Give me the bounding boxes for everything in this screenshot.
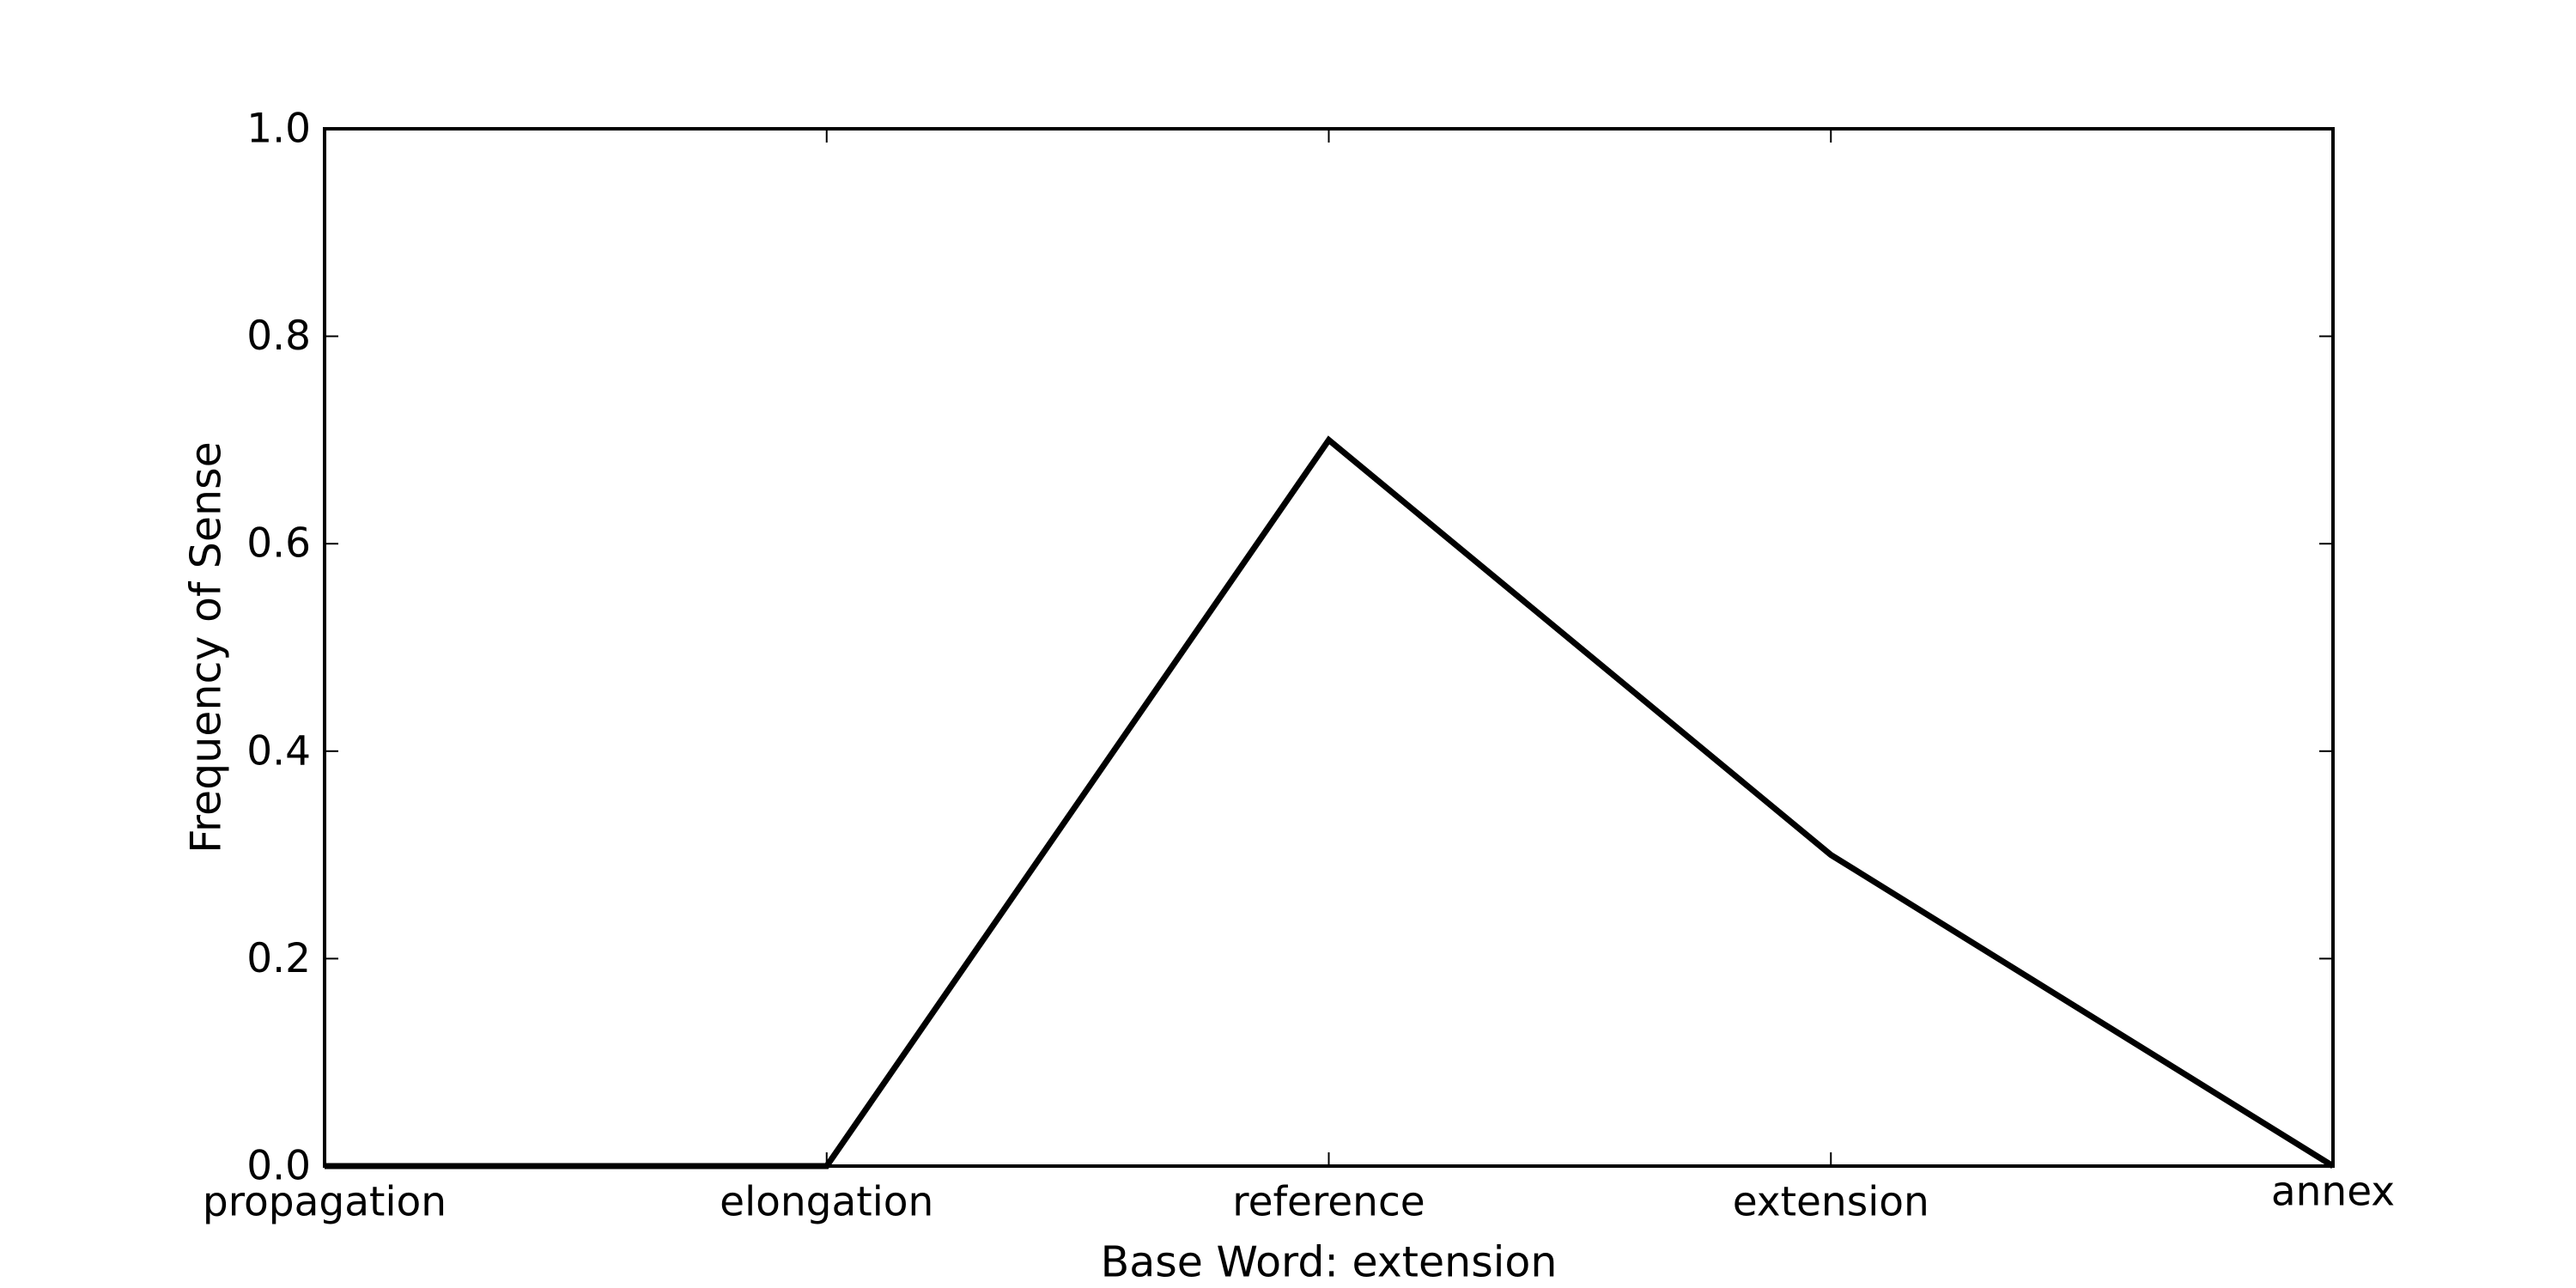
x-tick-label: extension [1733,1179,1929,1226]
x-axis-label: Base Word: extension [1101,1238,1558,1287]
x-tick-label: propagation [203,1179,447,1226]
x-axis-ticks [324,129,2334,1166]
y-tick-label: 0.2 [246,935,311,982]
x-axis-tick-labels: propagation elongation reference extension a… [203,1169,2395,1226]
x-tick-label: elongation [720,1179,933,1226]
y-axis-ticks [325,128,2333,1167]
y-tick-label: 0.8 [246,313,311,360]
plot-frame [323,127,2335,1168]
y-tick-label: 0.0 [246,1143,311,1190]
y-tick-label: 1.0 [246,106,311,153]
y-tick-label: 0.4 [246,727,311,775]
y-axis-tick-labels: 0.0 0.2 0.4 0.6 0.8 1.0 [246,106,311,1190]
y-axis-label: Frequency of Sense [182,441,231,854]
y-tick-label: 0.6 [246,520,311,568]
series-lines [325,435,2335,1170]
series-line [325,435,2335,1170]
x-tick-label: reference [1232,1179,1425,1226]
x-tick-label: annex [2271,1169,2395,1216]
